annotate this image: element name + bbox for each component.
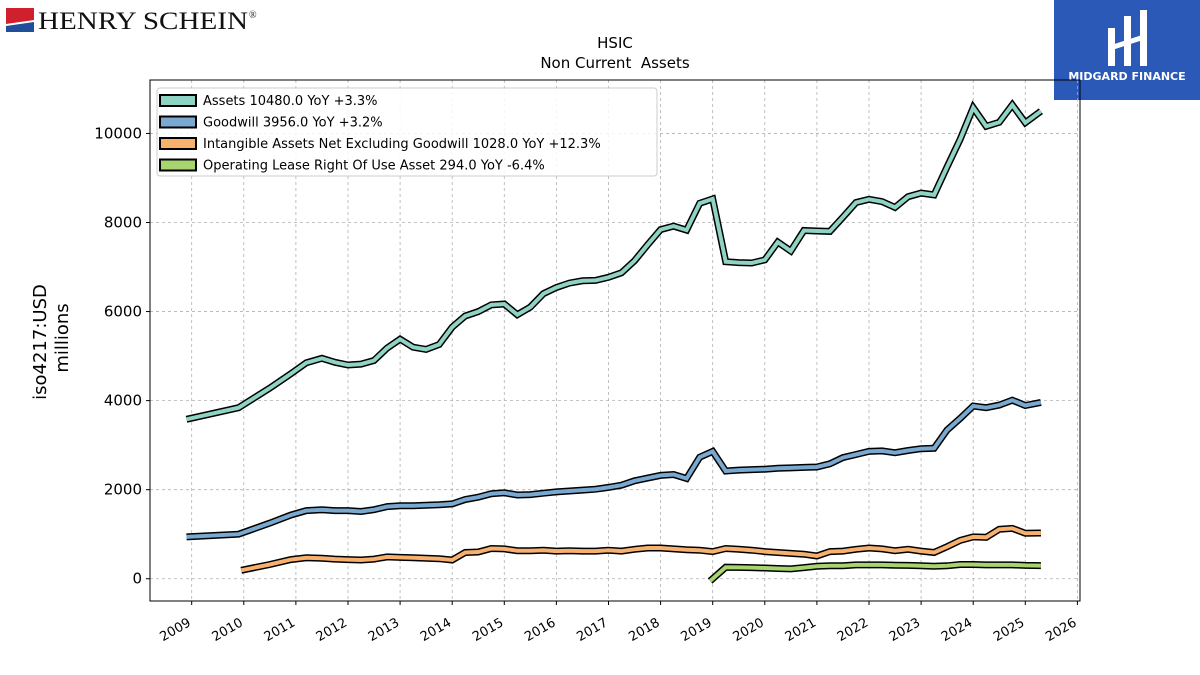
chart-subtitle: Non Current Assets [540, 54, 690, 72]
y-tick-label: 2000 [104, 481, 142, 499]
y-tick-label: 10000 [94, 124, 142, 142]
x-tick-label: 2021 [783, 615, 819, 645]
y-tick-label: 4000 [104, 392, 142, 410]
x-tick-label: 2024 [939, 615, 975, 645]
henry-schein-wordmark: HENRY SCHEIN [38, 8, 248, 34]
x-tick-label: 2020 [731, 615, 767, 645]
series-line [186, 398, 1042, 539]
x-axis: 2009 2010 2011 2012 2013 2014 2015 2016 2017 2018… [158, 601, 1079, 645]
series-line [708, 562, 1041, 583]
x-tick-label: 2015 [470, 615, 506, 645]
legend-label: Intangible Assets Net Excluding Goodwill… [203, 137, 601, 152]
x-tick-label: 2016 [522, 615, 558, 645]
registered-mark: ® [249, 10, 257, 21]
legend-swatch [159, 115, 197, 129]
legend-label: Goodwill 3956.0 YoY +3.2% [203, 116, 383, 131]
x-tick-label: 2019 [679, 615, 715, 645]
henry-schein-flag-icon [6, 8, 34, 32]
legend: Assets 10480.0 YoY +3.3% Goodwill 3956.0 … [156, 87, 658, 177]
series-goodwill [186, 396, 1042, 541]
series-line [186, 101, 1043, 422]
y-tick-label: 0 [132, 570, 142, 588]
legend-label: Assets 10480.0 YoY +3.3% [203, 94, 378, 109]
henry-schein-logo: HENRY SCHEIN ® [6, 8, 257, 34]
midgard-finance-wordmark: MIDGARD FINANCE [1068, 70, 1185, 83]
x-tick-label: 2009 [158, 615, 194, 645]
series-intangible-assets-net-excluding-goodwill [240, 524, 1041, 574]
y-axis-label-units: millions [52, 303, 73, 372]
x-tick-label: 2026 [1043, 615, 1079, 645]
series-line [240, 526, 1041, 573]
midgard-finance-logo: MIDGARD FINANCE [1054, 0, 1200, 100]
legend-swatch [159, 94, 197, 107]
legend-label: Operating Lease Right Of Use Asset 294.0… [203, 159, 545, 174]
y-tick-label: 6000 [104, 303, 142, 321]
y-axis-label: iso4217:USD [30, 284, 51, 400]
x-tick-label: 2018 [626, 615, 662, 645]
series-operating-lease-right-of-use-asset [707, 561, 1041, 584]
x-tick-label: 2022 [835, 615, 871, 645]
series-assets [185, 99, 1043, 423]
y-tick-label: 8000 [104, 213, 142, 231]
x-tick-label: 2025 [991, 615, 1027, 645]
legend-swatch [159, 137, 197, 150]
x-tick-label: 2012 [314, 615, 350, 645]
x-tick-label: 2013 [366, 615, 402, 645]
legend-swatch [159, 158, 197, 172]
x-tick-label: 2023 [887, 615, 923, 645]
series-lines [185, 99, 1043, 584]
series-line-outline [186, 396, 1042, 541]
x-tick-label: 2011 [262, 615, 298, 645]
plot-frame [149, 79, 1081, 602]
x-tick-label: 2017 [574, 615, 610, 645]
chart-title: HSIC [597, 34, 633, 52]
y-axis: 0 2000 4000 6000 8000 10000 [94, 124, 150, 588]
legend-box [156, 87, 658, 177]
x-tick-label: 2014 [418, 615, 454, 645]
x-tick-label: 2010 [210, 615, 246, 645]
midgard-emblem-icon [1108, 10, 1147, 66]
